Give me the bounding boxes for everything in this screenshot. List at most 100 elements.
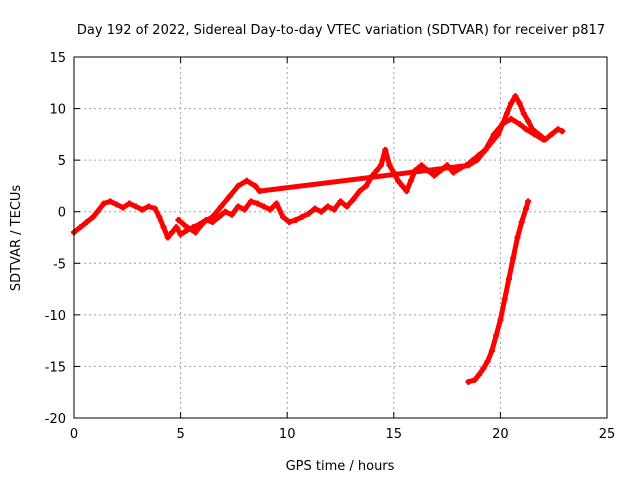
data-point <box>548 131 555 138</box>
data-point <box>243 177 250 184</box>
data-point <box>164 234 171 241</box>
series-main-track <box>71 93 566 241</box>
data-point <box>218 203 225 210</box>
data-point <box>254 200 261 207</box>
data-point <box>139 206 146 213</box>
data-point <box>514 234 521 241</box>
data-point <box>169 229 176 236</box>
data-point <box>431 172 438 179</box>
data-point <box>299 213 306 220</box>
data-point <box>399 182 406 189</box>
data-point <box>273 200 280 207</box>
x-tick-label: 15 <box>386 427 403 442</box>
y-tick-label: 15 <box>49 51 66 66</box>
x-tick-label: 5 <box>176 427 184 442</box>
data-point <box>160 224 167 231</box>
data-point <box>350 196 357 203</box>
data-point <box>209 213 216 220</box>
data-point <box>373 167 380 174</box>
data-point <box>324 203 331 210</box>
data-point <box>305 210 312 217</box>
data-point <box>476 371 483 378</box>
y-tick-label: -5 <box>53 257 66 272</box>
y-tick-label: 0 <box>58 206 66 221</box>
x-tick-label: 20 <box>492 427 509 442</box>
data-point <box>386 162 393 169</box>
data-point <box>403 188 410 195</box>
y-tick-label: 5 <box>58 154 66 169</box>
data-point <box>465 162 472 169</box>
data-point <box>493 332 500 339</box>
data-point <box>241 206 248 213</box>
data-point <box>554 126 561 133</box>
data-point <box>522 126 529 133</box>
data-point <box>120 204 127 211</box>
y-tick-label: 10 <box>49 103 66 118</box>
data-point <box>518 219 525 226</box>
data-point <box>520 110 527 117</box>
data-point <box>279 213 286 220</box>
data-point <box>228 211 235 218</box>
data-point <box>501 296 508 303</box>
data-point <box>256 188 263 195</box>
data-point <box>94 208 101 215</box>
data-point <box>540 136 547 143</box>
data-point <box>183 224 190 231</box>
data-point <box>497 317 504 324</box>
x-tick-label: 0 <box>70 427 78 442</box>
data-point <box>235 203 242 210</box>
data-point <box>531 131 538 138</box>
data-point <box>318 208 325 215</box>
plot-frame <box>73 56 608 419</box>
x-tick-label: 25 <box>599 427 616 442</box>
data-point <box>465 378 472 385</box>
data-point <box>407 177 414 184</box>
data-point <box>215 213 222 220</box>
data-point <box>152 205 159 212</box>
data-point <box>395 177 402 184</box>
data-point <box>337 198 344 205</box>
data-point <box>505 275 512 282</box>
data-point <box>356 188 363 195</box>
y-tick-label: -20 <box>45 412 66 427</box>
data-point <box>177 231 184 238</box>
data-point <box>209 219 216 226</box>
series-descending-track <box>465 198 532 385</box>
data-point <box>156 213 163 220</box>
data-point <box>488 347 495 354</box>
data-point <box>226 193 233 200</box>
data-point <box>132 203 139 210</box>
data-point <box>473 157 480 164</box>
data-point <box>525 198 532 205</box>
data-point <box>107 198 114 205</box>
data-point <box>222 208 229 215</box>
grid-lines <box>74 57 607 418</box>
data-point <box>559 128 566 135</box>
data-point <box>510 255 517 262</box>
data-point <box>418 162 425 169</box>
data-point <box>484 358 491 365</box>
data-point <box>378 162 385 169</box>
data-point <box>247 198 254 205</box>
data-point <box>525 117 532 124</box>
data-point <box>450 169 457 176</box>
data-point <box>482 146 489 153</box>
data-point <box>175 216 182 223</box>
data-point <box>363 182 370 189</box>
data-points <box>71 93 566 385</box>
data-point <box>512 93 519 100</box>
data-point <box>508 100 515 107</box>
data-point <box>145 203 152 210</box>
data-point <box>508 115 515 122</box>
data-point <box>173 224 180 231</box>
data-point <box>113 201 120 208</box>
data-point <box>382 146 389 153</box>
data-point <box>100 200 107 207</box>
data-point <box>267 206 274 213</box>
data-point <box>499 121 506 128</box>
data-point <box>522 205 529 212</box>
data-point <box>331 206 338 213</box>
data-point <box>83 219 90 226</box>
